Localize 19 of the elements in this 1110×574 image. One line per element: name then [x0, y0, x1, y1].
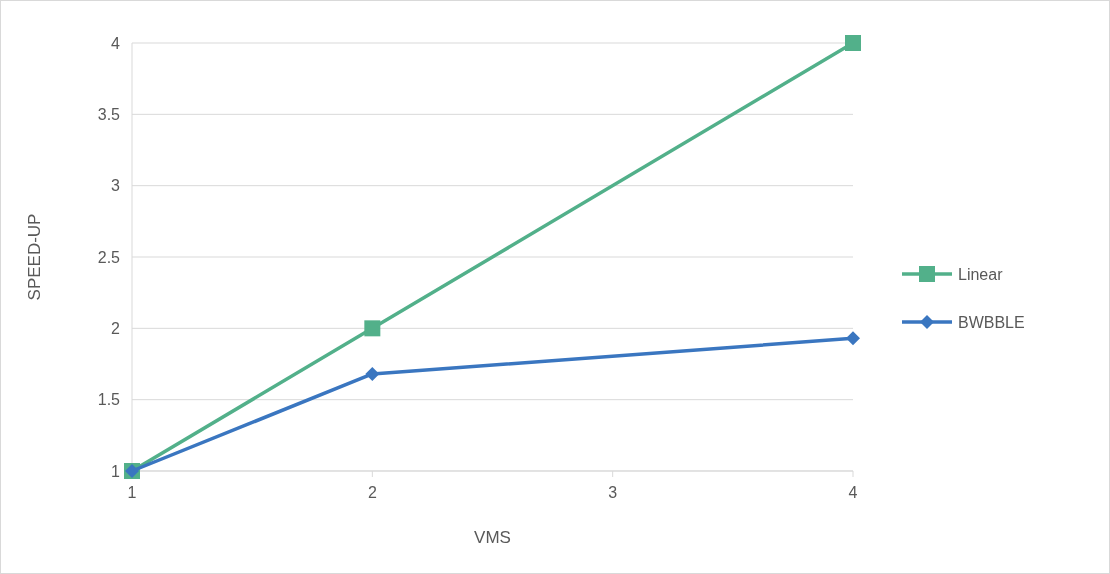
point [846, 331, 860, 346]
x-tick-label: 4 [848, 484, 858, 501]
y-tick-label: 3 [111, 177, 121, 195]
y-axis-title: SPEED-UP [25, 213, 44, 301]
y-tick-label: 2 [111, 319, 121, 337]
x-tick-label: 2 [367, 484, 377, 501]
x-axis-title: VMS [474, 528, 511, 547]
point [364, 320, 381, 337]
legend-label: BWBBLE [958, 313, 1025, 331]
point [365, 366, 380, 381]
y-tick-label: 3.5 [97, 105, 121, 123]
x-tick-label: 1 [127, 484, 137, 501]
y-tick-label: 1 [111, 462, 121, 480]
y-tick-label: 1.5 [97, 391, 121, 409]
y-tick-label: 2.5 [97, 248, 121, 266]
legend-label: Linear [958, 265, 1004, 283]
x-tick-label: 3 [608, 484, 618, 501]
y-tick-label: 4 [111, 34, 121, 52]
point [845, 35, 861, 51]
